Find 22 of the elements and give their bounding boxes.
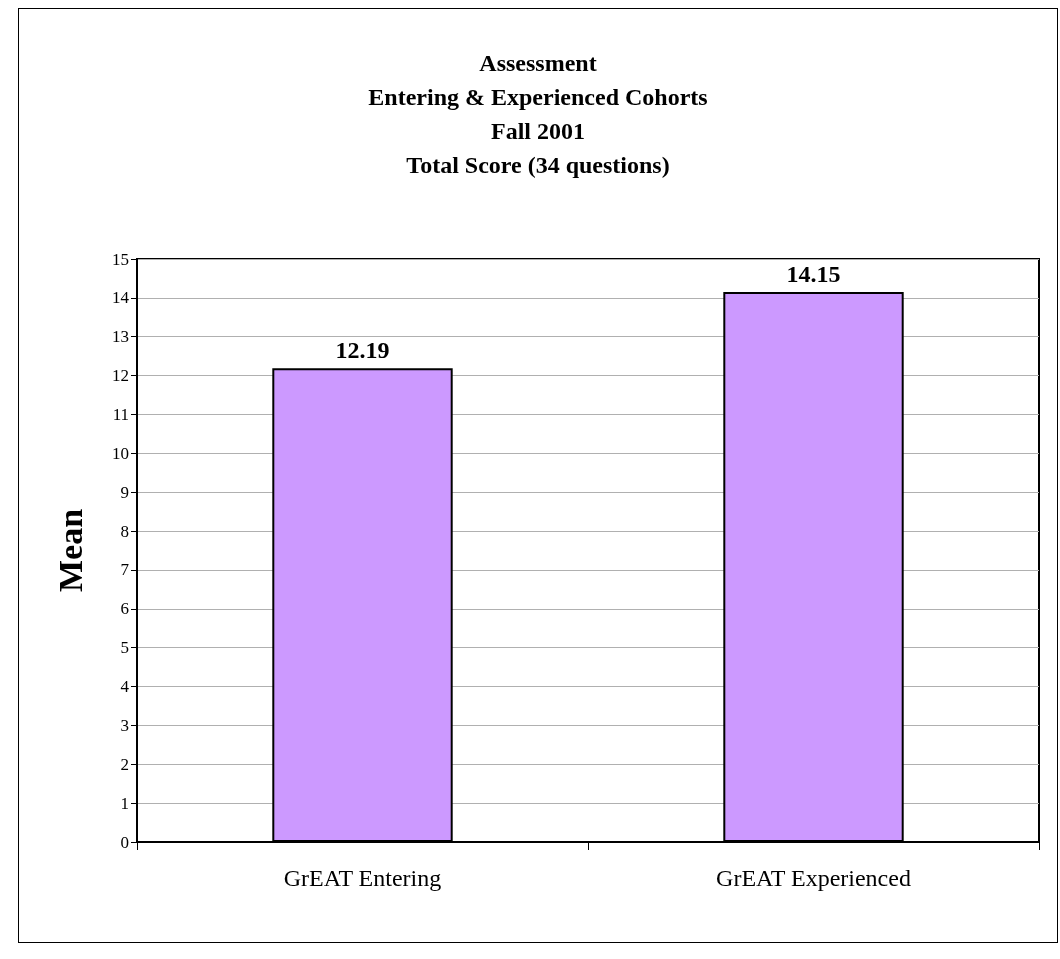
y-tick-label: 11 — [112, 404, 129, 424]
y-tick-label: 4 — [120, 677, 130, 697]
data-label: 14.15 — [786, 261, 841, 288]
y-tick-label: 8 — [120, 521, 129, 541]
data-label: 12.19 — [335, 337, 390, 364]
y-tick-label: 7 — [120, 560, 130, 580]
y-tick-label: 5 — [120, 638, 129, 658]
y-tick-label: 0 — [120, 832, 129, 852]
y-axis-title: Mean — [51, 508, 89, 593]
y-tick-label: 13 — [112, 327, 129, 347]
x-tick-label: GrEAT Experienced — [716, 865, 911, 891]
y-tick-label: 9 — [120, 482, 129, 502]
y-tick-label: 12 — [112, 366, 129, 386]
y-tick-label: 10 — [112, 443, 129, 463]
y-tick-label: 2 — [120, 754, 129, 774]
y-tick-label: 1 — [120, 793, 129, 813]
chart-title: Assessment Entering & Experienced Cohorts Fall 2001 Total Score (34 questions) — [368, 50, 708, 178]
x-tick-label: GrEAT Entering — [283, 865, 442, 891]
y-tick-label: 15 — [112, 249, 129, 269]
y-tick-label: 3 — [120, 715, 129, 735]
y-tick-label: 6 — [120, 599, 129, 619]
y-tick-label: 14 — [112, 288, 130, 308]
